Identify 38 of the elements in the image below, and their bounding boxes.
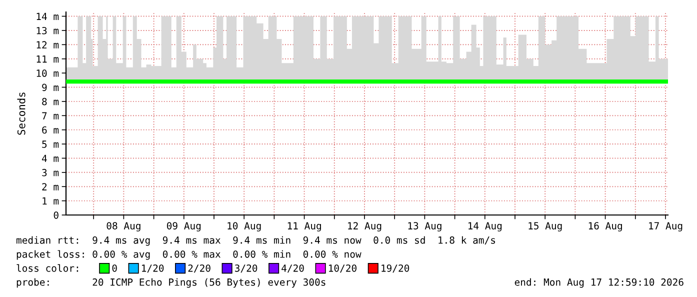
y-tick-label: 10 m (36, 70, 59, 77)
y-tick-label: 13 m (36, 26, 59, 34)
y-tick-label: 6 m (42, 126, 59, 134)
legend-title: loss color: (16, 264, 78, 272)
x-tick-label: 11 Aug (288, 222, 321, 232)
x-tick-label: 17 Aug (649, 222, 682, 232)
x-tick-label: 08 Aug (106, 222, 140, 232)
y-tick-label: 4 m (42, 154, 59, 162)
text: packet loss: 0.00 % avg 0.00 % max 0.00 % min 0.00 % now (16, 250, 362, 260)
text: probe: 20 ICMP Echo Pings (56 Bytes) every 300s (16, 278, 326, 288)
x-tick-label: 15 Aug (528, 222, 562, 232)
y-tick-label: 1 m (42, 197, 59, 205)
legend-label: 3/20 (234, 264, 258, 273)
y-tick-label: 3 m (42, 168, 59, 176)
y-tick-label: 9 m (42, 84, 59, 92)
y-tick-label: 11 m (36, 55, 59, 63)
legend-label: 2/20 (188, 264, 210, 273)
y-tick-label: 8 m (42, 98, 59, 106)
y-tick-label: 2 m (42, 183, 59, 190)
legend-label: 0 (112, 264, 117, 272)
legend-label: 10/20 (329, 264, 356, 273)
legend-label: 1/20 (142, 264, 164, 273)
text: median rtt: 9.4 ms avg 9.4 ms max 9.4 ms min 9.4 ms now 0.0 ms sd 1.8 k am/s (16, 236, 496, 246)
y-tick-label: 14 m (36, 12, 59, 20)
x-tick-label: 16 Aug (588, 222, 622, 232)
x-tick-label: 10 Aug (228, 222, 261, 232)
legend-label: 4/20 (282, 264, 304, 273)
y-tick-label: 5 m (42, 140, 59, 148)
x-tick-label: 14 Aug (468, 222, 502, 232)
x-tick-label: 13 Aug (408, 222, 442, 232)
y-tick-label: 7 m (42, 112, 59, 120)
y-axis-title: Seconds (17, 92, 26, 135)
y-tick-label: 12 m (36, 41, 59, 48)
x-tick-label: 12 Aug (348, 222, 382, 232)
x-tick-label: 09 Aug (166, 222, 201, 232)
text: end: Mon Aug 17 12:59:10 2026 (514, 278, 684, 288)
legend-label: 19/20 (382, 264, 410, 273)
y-tick-label: 0 (54, 212, 58, 219)
